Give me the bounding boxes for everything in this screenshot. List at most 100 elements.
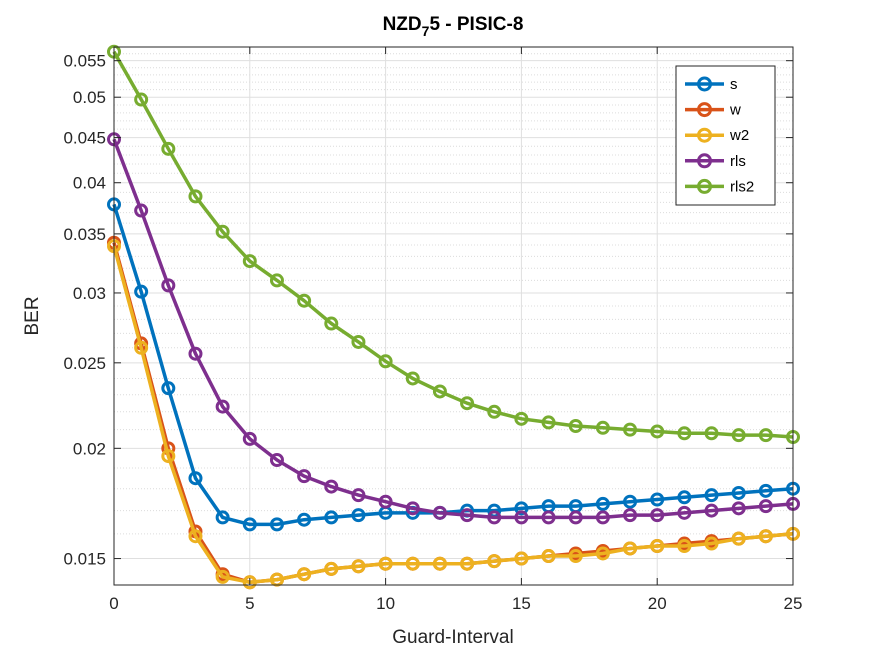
x-tick-label: 15 bbox=[512, 594, 531, 613]
y-tick-label: 0.025 bbox=[63, 354, 106, 373]
legend-label-w2: w2 bbox=[729, 127, 749, 144]
data-point-rls2 bbox=[324, 316, 339, 331]
data-point-s bbox=[161, 381, 176, 396]
data-point-rls2 bbox=[758, 428, 773, 443]
data-point-rls bbox=[541, 510, 556, 525]
data-point-rls2 bbox=[134, 92, 149, 107]
data-point-rls bbox=[134, 203, 149, 218]
data-point-rls2 bbox=[269, 273, 284, 288]
y-tick-label: 0.045 bbox=[63, 129, 106, 148]
data-point-w2 bbox=[460, 556, 475, 571]
data-point-rls2 bbox=[378, 354, 393, 369]
data-point-w2 bbox=[704, 536, 719, 551]
data-point-w2 bbox=[487, 554, 502, 569]
data-point-s bbox=[351, 508, 366, 523]
data-point-rls bbox=[758, 499, 773, 514]
data-point-rls2 bbox=[242, 254, 257, 269]
tick-layer: 0 5 10 15 20 25 0.015 0.02 0.025 0.03 0.035 0.04 0.0… bbox=[63, 47, 802, 613]
chart-title-main: NZD bbox=[383, 14, 422, 35]
data-point-rls bbox=[731, 501, 746, 516]
data-point-rls bbox=[568, 510, 583, 525]
data-point-s bbox=[758, 483, 773, 498]
data-point-rls bbox=[623, 508, 638, 523]
data-point-s bbox=[514, 501, 529, 516]
data-point-rls bbox=[677, 505, 692, 520]
data-point-w2 bbox=[161, 449, 176, 464]
data-point-s bbox=[677, 490, 692, 505]
series-w2 bbox=[107, 239, 800, 590]
data-point-rls bbox=[297, 469, 312, 484]
legend-label-s: s bbox=[730, 76, 738, 93]
data-point-w2 bbox=[188, 529, 203, 544]
data-point-rls bbox=[405, 501, 420, 516]
data-point-s bbox=[188, 471, 203, 486]
data-point-s bbox=[731, 485, 746, 500]
chart-title-subscript: 7 bbox=[422, 23, 430, 39]
data-point-w2 bbox=[541, 549, 556, 564]
data-point-rls bbox=[432, 505, 447, 520]
data-point-s bbox=[623, 494, 638, 509]
x-tick-label: 20 bbox=[648, 594, 667, 613]
data-point-rls bbox=[161, 278, 176, 293]
data-point-s bbox=[269, 517, 284, 532]
legend: sw w2 rls rls2 bbox=[675, 65, 776, 206]
data-point-rls bbox=[704, 503, 719, 518]
legend-marker-w2 bbox=[697, 127, 712, 143]
data-point-rls bbox=[351, 488, 366, 503]
data-point-s bbox=[595, 496, 610, 511]
plot-frame bbox=[113, 46, 794, 586]
data-point-w2 bbox=[378, 556, 393, 571]
x-tick-label: 25 bbox=[784, 594, 803, 613]
data-point-w2 bbox=[595, 546, 610, 561]
x-tick-label: 5 bbox=[245, 594, 254, 613]
data-point-s bbox=[134, 284, 149, 299]
data-point-w2 bbox=[758, 529, 773, 544]
data-point-rls bbox=[269, 452, 284, 467]
legend-label-w: w bbox=[729, 102, 741, 119]
data-point-w2 bbox=[623, 541, 638, 556]
data-point-s bbox=[324, 510, 339, 525]
data-point-rls bbox=[378, 494, 393, 509]
data-point-w2 bbox=[677, 538, 692, 553]
data-point-w2 bbox=[731, 531, 746, 546]
data-point-w2 bbox=[297, 567, 312, 582]
data-point-w2 bbox=[215, 569, 230, 584]
data-point-s bbox=[704, 488, 719, 503]
data-point-rls2 bbox=[188, 189, 203, 204]
data-point-rls2 bbox=[704, 426, 719, 441]
data-point-rls bbox=[460, 508, 475, 523]
legend-marker-s bbox=[697, 76, 712, 92]
data-point-rls2 bbox=[405, 371, 420, 386]
data-point-w2 bbox=[514, 551, 529, 566]
x-axis-label: Guard-Interval bbox=[392, 627, 513, 648]
data-point-w2 bbox=[134, 340, 149, 355]
data-point-rls2 bbox=[351, 334, 366, 349]
chart-title: NZD75 - PISIC-8 bbox=[383, 14, 524, 39]
data-point-rls2 bbox=[514, 411, 529, 426]
data-point-w2 bbox=[242, 575, 257, 590]
data-point-rls2 bbox=[595, 420, 610, 435]
y-tick-label: 0.03 bbox=[73, 284, 106, 303]
y-tick-label: 0.02 bbox=[73, 439, 106, 458]
y-tick-label: 0.04 bbox=[73, 174, 106, 193]
data-point-s bbox=[297, 512, 312, 527]
data-point-rls2 bbox=[623, 422, 638, 437]
legend-label-rls2: rls2 bbox=[730, 178, 754, 195]
data-point-rls2 bbox=[650, 424, 665, 439]
data-point-rls2 bbox=[677, 426, 692, 441]
legend-marker-rls2 bbox=[697, 178, 712, 194]
data-point-w2 bbox=[568, 549, 583, 564]
data-point-rls bbox=[514, 510, 529, 525]
data-point-s bbox=[242, 517, 257, 532]
data-point-s bbox=[650, 492, 665, 507]
data-point-rls2 bbox=[161, 141, 176, 156]
data-point-rls2 bbox=[541, 415, 556, 430]
data-point-rls bbox=[188, 346, 203, 361]
data-point-rls bbox=[487, 510, 502, 525]
data-point-rls2 bbox=[432, 384, 447, 399]
data-point-w2 bbox=[405, 556, 420, 571]
chart-title-rest: 5 - PISIC-8 bbox=[429, 14, 523, 35]
x-tick-label: 0 bbox=[109, 594, 118, 613]
